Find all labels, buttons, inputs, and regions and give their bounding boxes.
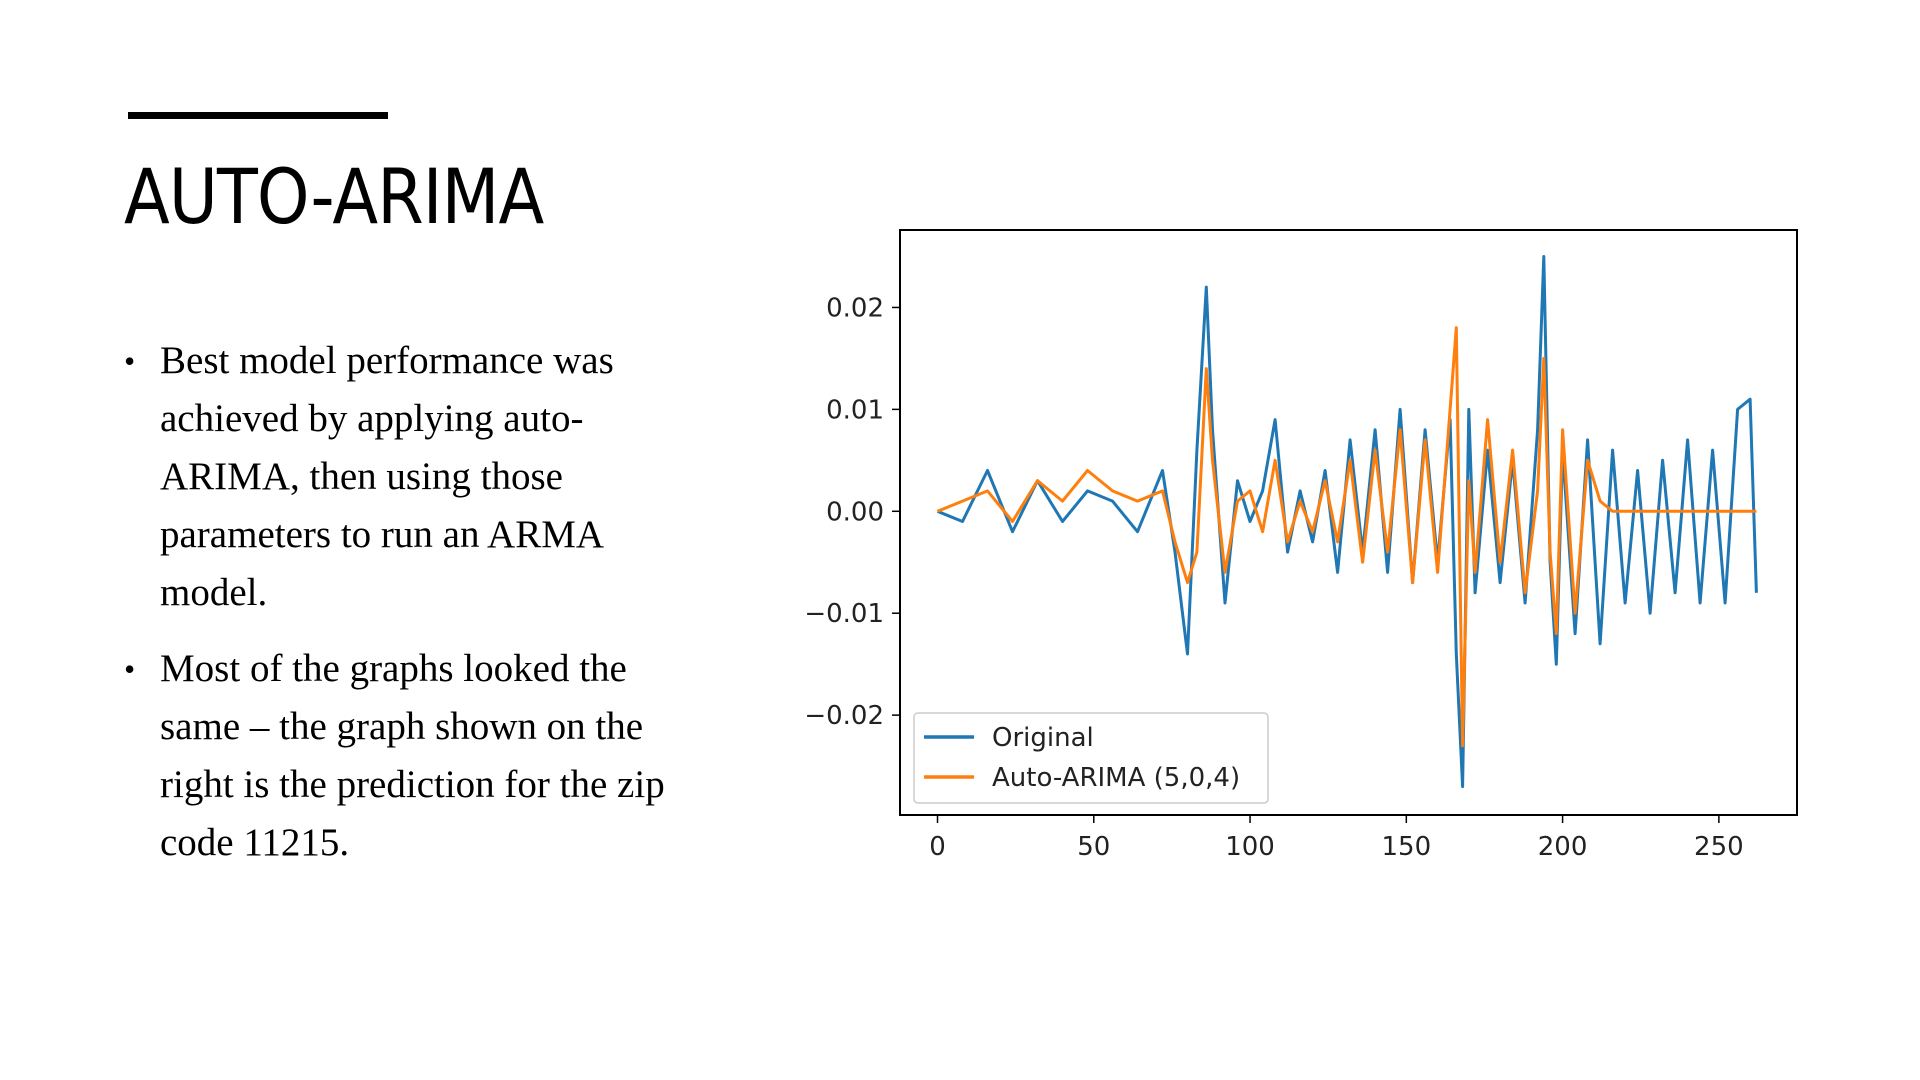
y-tick-label: 0.01 xyxy=(826,395,884,425)
x-tick-label: 0 xyxy=(929,832,946,862)
legend-box xyxy=(913,712,1269,804)
y-tick-label: 0.00 xyxy=(826,497,884,527)
legend: Original Auto-ARIMA (5,0,4) xyxy=(913,712,1269,804)
legend-label: Original xyxy=(992,723,1094,753)
y-tick-label: 0.02 xyxy=(826,293,884,323)
x-tick-label: 250 xyxy=(1694,832,1744,862)
chart-container: 0 50 100 150 200 250 −0.02 −0.01 0.00 0.01 0.02 O… xyxy=(770,215,1800,875)
x-tick-label: 200 xyxy=(1538,832,1588,862)
title-rule xyxy=(128,112,388,119)
bullet-item-2: • Most of the graphs looked the same – t… xyxy=(118,640,678,872)
line-chart: 0 50 100 150 200 250 −0.02 −0.01 0.00 0.01 0.02 O… xyxy=(804,229,1798,862)
bullet-dot-icon: • xyxy=(124,651,136,687)
x-tick-label: 150 xyxy=(1382,832,1432,862)
y-tick-label: −0.02 xyxy=(804,701,884,731)
series-line-original xyxy=(936,255,1758,788)
plot-frame xyxy=(899,229,1798,816)
y-axis: −0.02 −0.01 0.00 0.01 0.02 xyxy=(804,293,900,731)
series-layer xyxy=(936,255,1758,788)
bullet-item-1: • Best model performance was achieved by… xyxy=(118,332,678,622)
bullet-text-2: Most of the graphs looked the same – the… xyxy=(160,647,665,864)
x-tick-label: 50 xyxy=(1077,832,1110,862)
series-line-auto-arima xyxy=(936,326,1757,748)
x-tick-label: 100 xyxy=(1225,832,1275,862)
bullet-dot-icon: • xyxy=(124,343,136,379)
legend-label: Auto-ARIMA (5,0,4) xyxy=(992,763,1240,793)
bullet-text-1: Best model performance was achieved by a… xyxy=(160,339,614,614)
y-tick-label: −0.01 xyxy=(804,599,884,629)
slide-title: AUTO-ARIMA xyxy=(124,152,544,241)
bullet-list: • Best model performance was achieved by… xyxy=(118,332,678,890)
x-axis: 0 50 100 150 200 250 xyxy=(929,815,1744,862)
